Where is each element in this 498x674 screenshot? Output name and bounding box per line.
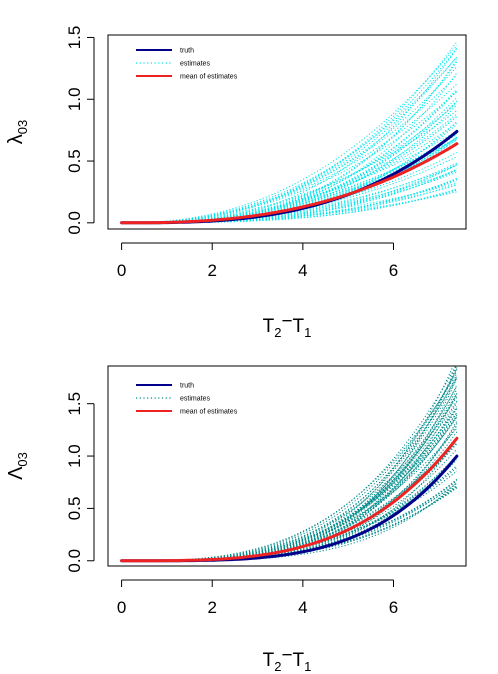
estimate-curve [121,438,458,562]
Lambda03-cumulative-plot-panel: 0 2 4 60.00.51.01.5T2−T1Λ03truthestimatesme… [5,365,467,674]
estimate-curve [121,482,458,562]
estimate-curve [121,45,458,224]
estimate-curve [121,482,458,562]
x-axis-label: T2−T1 [263,311,312,340]
x-label-part: T [293,650,305,671]
estimate-curve [121,56,458,224]
legend-label: truth [180,48,194,55]
plot-frame [107,34,467,230]
x-axis-label: T2−T1 [263,645,312,674]
estimate-curve [121,448,458,562]
x-tick-label: 4 [298,261,307,280]
estimate-curve [121,388,458,562]
legend-label: estimates [180,61,210,68]
plot-area [120,366,459,563]
estimate-curve [121,485,458,562]
estimate-curve [121,406,458,562]
estimate-curve [121,368,458,562]
estimate-curve [121,90,458,224]
estimate-curve [121,486,458,562]
estimate-curve [121,152,458,224]
x-label-part: 2 [274,659,281,674]
estimate-curve [121,110,458,224]
y-label-symbol: λ [5,134,27,144]
estimate-curve [121,66,458,224]
y-tick-label: 0.0 [65,549,84,573]
x-tick-label: 6 [389,261,398,280]
x-label-part: T [263,650,275,671]
estimate-curve [121,72,458,224]
x-tick-label: 4 [298,598,307,617]
y-axis-label: λ03 [5,120,30,144]
legend-label: truth [180,383,194,390]
x-label-minus: − [281,645,292,666]
y-tick-label: 1.0 [65,444,84,468]
estimate-curve [121,47,458,224]
lambda03-plot-panel: 0 2 4 60.00.51.01.5T2−T1λ03truthestimatesme… [5,26,467,340]
estimate-curve [121,370,458,562]
estimate-curve [121,134,458,224]
x-tick-label: 0 [117,261,126,280]
y-tick-label: 1.0 [65,87,84,111]
x-tick-label: 2 [207,598,216,617]
x-label-part: 1 [304,659,311,674]
legend-label: mean of estimates [180,74,238,81]
estimate-curve [121,169,458,224]
estimate-curve [121,171,458,224]
y-tick-label: 0.5 [65,497,84,521]
y-axis-label: Λ03 [5,452,30,480]
estimate-curve [121,407,458,562]
estimate-curve [121,169,458,224]
estimate-curve [121,487,458,562]
estimate-curve [121,465,458,562]
estimate-curve [121,415,458,562]
estimate-curve [121,97,458,224]
estimate-curve [121,100,458,224]
x-label-part: T [263,316,275,337]
estimate-curve [121,132,458,224]
x-label-part: 1 [304,325,311,340]
x-label-part: T [293,316,305,337]
estimate-curve [121,393,458,562]
legend-label: mean of estimates [180,409,238,416]
y-tick-label: 1.5 [65,26,84,50]
estimate-curve [121,130,458,224]
x-tick-label: 0 [117,598,126,617]
plot-frame [107,365,467,567]
estimate-curve [121,402,458,562]
estimate-curve [121,397,458,562]
x-tick-label: 6 [389,598,398,617]
y-tick-label: 1.5 [65,392,84,416]
y-label-subscript: 03 [15,452,30,466]
x-label-part: 2 [274,325,281,340]
y-label-subscript: 03 [15,120,30,134]
legend-label: estimates [180,396,210,403]
y-tick-label: 0.5 [65,149,84,173]
estimate-curve [121,116,458,224]
estimate-curve [121,372,458,562]
mean-of-estimates-curve [120,436,459,563]
estimate-curve [121,366,457,562]
estimate-curve [121,113,458,224]
x-tick-label: 2 [207,261,216,280]
estimate-curve [121,61,458,224]
y-label-symbol: Λ [5,466,27,480]
mean-of-estimates-curve [120,142,459,225]
plot-area [120,41,459,225]
estimate-curve [121,102,458,224]
estimate-curve [121,56,458,224]
estimate-curve [121,101,458,224]
y-tick-label: 0.0 [65,211,84,235]
x-label-minus: − [281,311,292,332]
estimate-curve [121,394,458,562]
estimate-curve [121,482,458,562]
